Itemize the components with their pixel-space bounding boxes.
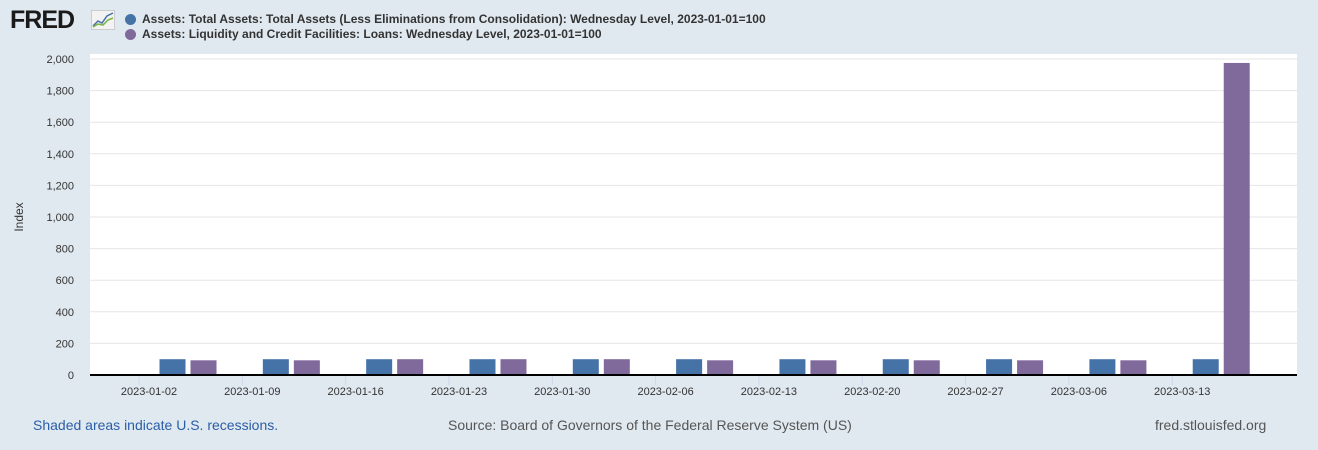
bar-total-assets: [262, 359, 289, 375]
x-tick-label: 2023-03-06: [1051, 386, 1107, 398]
legend-label: Assets: Liquidity and Credit Facilities:…: [142, 27, 602, 41]
site-link[interactable]: fred.stlouisfed.org: [1155, 417, 1267, 433]
y-axis-label: Index: [12, 202, 26, 231]
bar-loans: [603, 359, 630, 375]
bar-total-assets: [1089, 359, 1116, 375]
legend: Assets: Total Assets: Total Assets (Less…: [125, 12, 766, 42]
fred-logo[interactable]: FRED: [10, 6, 75, 34]
y-tick-label: 1,400: [46, 149, 74, 161]
legend-dot-icon: [125, 29, 136, 40]
plot-area: [90, 54, 1297, 375]
bar-total-assets: [1192, 359, 1219, 375]
bar-loans: [1017, 360, 1044, 375]
bar-loans: [913, 360, 940, 375]
bar-loans: [190, 360, 217, 375]
bar-total-assets: [882, 359, 909, 375]
x-tick-label: 2023-03-13: [1154, 386, 1210, 398]
y-tick-label: 1,200: [46, 180, 74, 192]
y-tick-label: 800: [56, 244, 74, 256]
legend-item-total-assets[interactable]: Assets: Total Assets: Total Assets (Less…: [125, 12, 766, 27]
bar-loans: [293, 360, 320, 375]
source-note: Source: Board of Governors of the Federa…: [448, 417, 852, 433]
x-tick-label: 2023-01-09: [224, 386, 280, 398]
x-tick-label: 2023-01-23: [431, 386, 487, 398]
bar-total-assets: [159, 359, 186, 375]
x-tick-label: 2023-01-30: [534, 386, 590, 398]
y-tick-label: 0: [68, 370, 74, 382]
y-tick-label: 1,800: [46, 86, 74, 98]
bar-total-assets: [572, 359, 599, 375]
y-tick-label: 1,600: [46, 117, 74, 129]
x-tick-label: 2023-02-20: [844, 386, 900, 398]
y-tick-label: 1,000: [46, 212, 74, 224]
y-tick-label: 400: [56, 307, 74, 319]
bar-total-assets: [986, 359, 1013, 375]
x-tick-label: 2023-02-13: [741, 386, 797, 398]
bar-total-assets: [366, 359, 393, 375]
x-tick-label: 2023-02-06: [637, 386, 693, 398]
x-tick-label: 2023-01-16: [327, 386, 383, 398]
recessions-note[interactable]: Shaded areas indicate U.S. recessions.: [33, 417, 279, 433]
bar-total-assets: [676, 359, 703, 375]
chart: 0 200 400 600 800 1,000 1,200 1,400 1,600 1,800 2,…: [12, 54, 1297, 398]
bar-loans: [397, 359, 424, 375]
y-tick-label: 200: [56, 338, 74, 350]
legend-label: Assets: Total Assets: Total Assets (Less…: [142, 12, 766, 26]
y-tick-label: 2,000: [46, 54, 74, 66]
x-tick-label: 2023-02-27: [947, 386, 1003, 398]
bar-loans: [810, 360, 837, 375]
bar-loans: [500, 359, 527, 375]
bar-loans: [1120, 360, 1147, 375]
bar-loans: [1223, 62, 1250, 375]
chart-logo-icon: [91, 10, 115, 30]
y-tick-label: 600: [56, 275, 74, 287]
bar-total-assets: [779, 359, 806, 375]
legend-item-loans[interactable]: Assets: Liquidity and Credit Facilities:…: [125, 27, 766, 42]
x-tick-label: 2023-01-02: [121, 386, 177, 398]
legend-dot-icon: [125, 14, 136, 25]
bar-total-assets: [469, 359, 496, 375]
bar-loans: [707, 360, 734, 375]
